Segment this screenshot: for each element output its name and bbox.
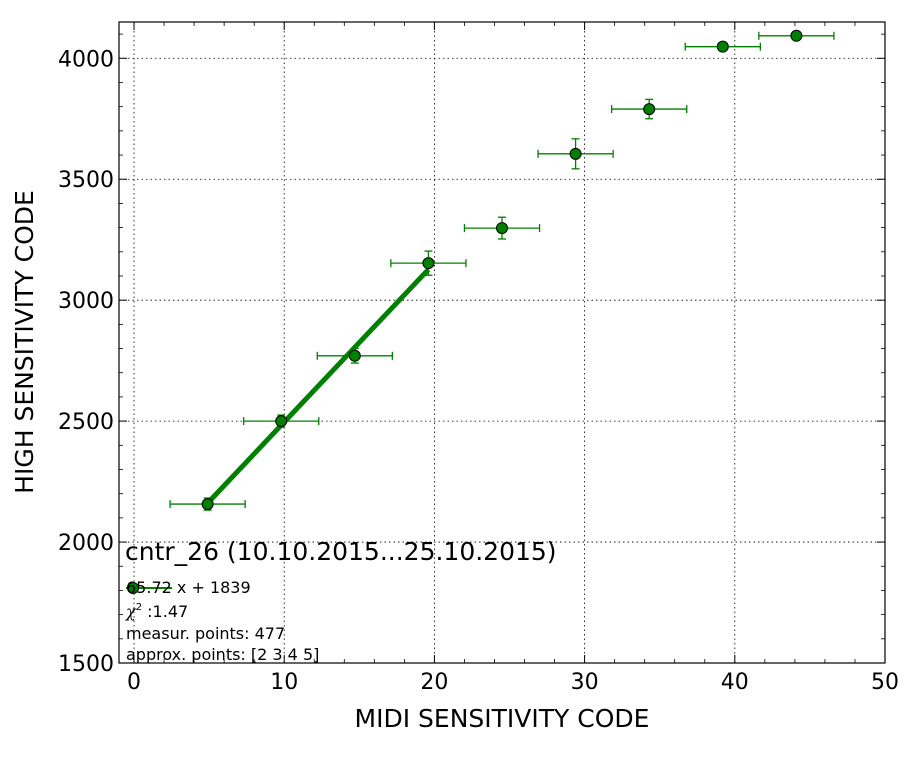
minor-ticks bbox=[119, 22, 886, 664]
y-tick-labels: 1500 2000 2500 3000 3500 4000 bbox=[58, 47, 114, 677]
point-marker bbox=[275, 415, 288, 428]
measur-points-label: measur. points: 477 bbox=[126, 624, 285, 643]
y-tick-label: 3500 bbox=[58, 168, 114, 193]
point-marker bbox=[348, 349, 361, 362]
plot-frame bbox=[118, 21, 886, 664]
data-point bbox=[316, 347, 394, 364]
point-marker bbox=[716, 40, 729, 53]
point-marker bbox=[643, 103, 656, 116]
chi2-value: :1.47 bbox=[142, 602, 188, 621]
data-point bbox=[169, 497, 246, 511]
data-point bbox=[390, 250, 467, 276]
data-point bbox=[684, 40, 761, 53]
legend-marker bbox=[126, 582, 172, 594]
fit-line bbox=[205, 267, 431, 505]
annotation-title: cntr_26 (10.10.2015...25.10.2015) bbox=[125, 537, 557, 566]
y-tick-label: 1500 bbox=[58, 652, 114, 677]
point-marker bbox=[422, 257, 435, 270]
approx-points-label: approx. points: [2 3 4 5] bbox=[126, 645, 319, 664]
chi2-label: χ2 :1.47 bbox=[125, 602, 188, 621]
y-tick-label: 3000 bbox=[58, 289, 114, 314]
data-points bbox=[169, 29, 835, 511]
x-tick-label: 0 bbox=[127, 670, 141, 695]
x-axis-label: MIDI SENSITIVITY CODE bbox=[355, 704, 650, 733]
x-tick-labels: 0 10 20 30 40 50 bbox=[127, 670, 899, 695]
x-tick-label: 20 bbox=[420, 670, 448, 695]
grid-lines bbox=[119, 22, 886, 664]
y-tick-label: 2500 bbox=[58, 410, 114, 435]
x-tick-label: 10 bbox=[270, 670, 298, 695]
y-tick-label: 4000 bbox=[58, 47, 114, 72]
annotation-block: cntr_26 (10.10.2015...25.10.2015) 65.72 … bbox=[125, 537, 557, 664]
data-point bbox=[463, 216, 541, 240]
x-tick-label: 50 bbox=[871, 670, 899, 695]
chi2-symbol: χ bbox=[125, 602, 137, 621]
point-marker bbox=[201, 498, 214, 511]
y-axis-label: HIGH SENSITIVITY CODE bbox=[10, 190, 39, 494]
point-marker bbox=[569, 147, 582, 160]
data-point bbox=[243, 414, 320, 428]
data-point bbox=[537, 138, 614, 170]
y-tick-label: 2000 bbox=[58, 531, 114, 556]
fit-equation-label: 65.72 x + 1839 bbox=[126, 578, 251, 597]
point-marker bbox=[790, 29, 803, 42]
data-point bbox=[758, 29, 835, 42]
chi2-exponent: 2 bbox=[136, 602, 142, 613]
point-marker bbox=[496, 222, 508, 235]
x-tick-label: 30 bbox=[571, 670, 599, 695]
fit-line-layer bbox=[205, 267, 431, 505]
x-tick-label: 40 bbox=[721, 670, 749, 695]
data-point bbox=[610, 98, 688, 120]
